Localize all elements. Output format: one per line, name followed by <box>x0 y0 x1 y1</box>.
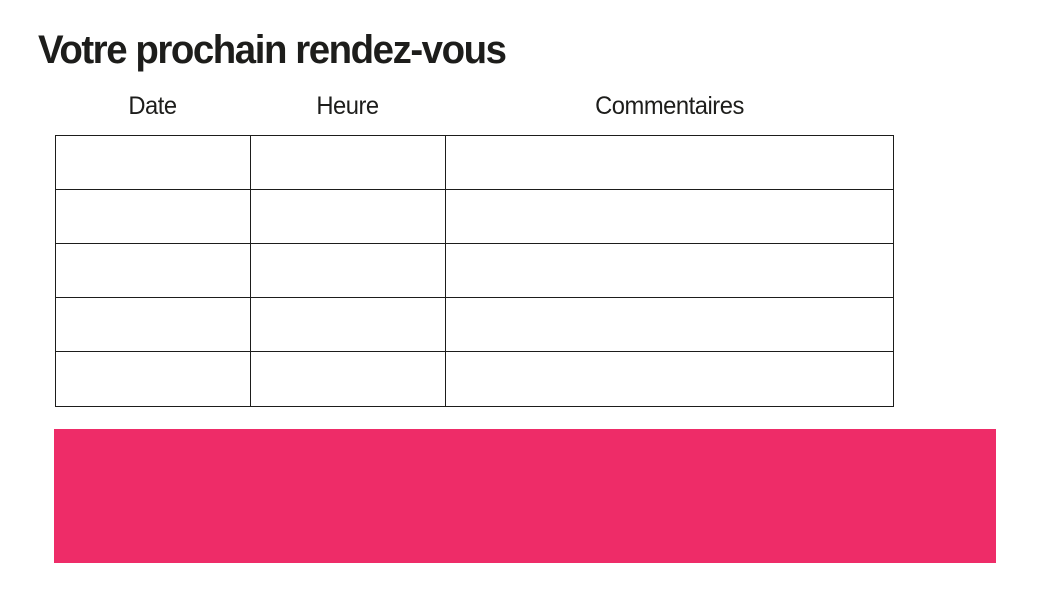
table-row <box>56 244 893 298</box>
table-cell-heure <box>251 244 446 297</box>
table-cell-date <box>56 352 251 406</box>
appointments-table <box>55 135 894 407</box>
table-cell-date <box>56 244 251 297</box>
table-cell-heure <box>251 190 446 243</box>
table-row <box>56 190 893 244</box>
table-cell-commentaires <box>446 352 893 406</box>
table-cell-date <box>56 298 251 351</box>
column-header-heure: Heure <box>316 92 379 120</box>
table-cell-heure <box>251 352 446 406</box>
column-header-date: Date <box>128 92 177 120</box>
table-cell-commentaires <box>446 136 893 189</box>
highlight-banner <box>54 429 996 563</box>
table-cell-commentaires <box>446 298 893 351</box>
table-cell-date <box>56 136 251 189</box>
table-column-headers: Date Heure Commentaires <box>55 92 894 121</box>
column-header-commentaires: Commentaires <box>595 92 744 120</box>
page-title: Votre prochain rendez-vous <box>38 28 507 72</box>
table-cell-commentaires <box>446 244 893 297</box>
table-row <box>56 298 893 352</box>
table-row <box>56 352 893 406</box>
table-cell-heure <box>251 298 446 351</box>
table-cell-heure <box>251 136 446 189</box>
table-cell-date <box>56 190 251 243</box>
table-row <box>56 136 893 190</box>
table-cell-commentaires <box>446 190 893 243</box>
